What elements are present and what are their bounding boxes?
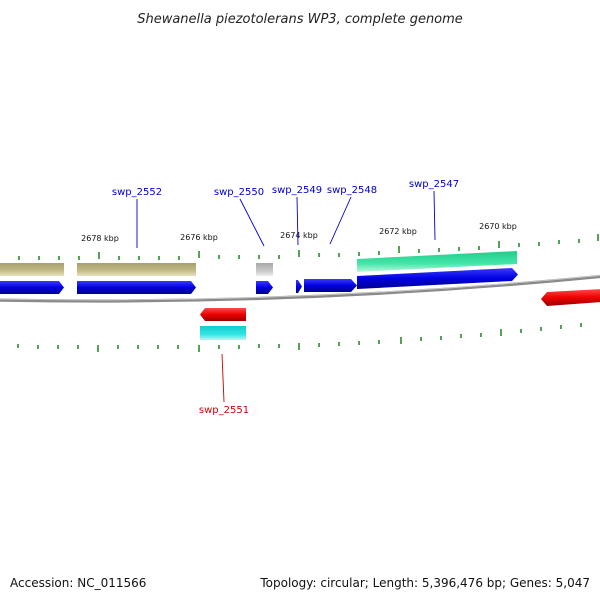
map-title: Shewanella piezotolerans WP3, complete g… — [137, 12, 463, 27]
gene-label-swp_2552[interactable]: swp_2552 — [112, 187, 162, 198]
leader-line-swp_2550 — [239, 198, 265, 247]
feature-cyan — [200, 326, 246, 340]
leader-line-swp_2549 — [296, 196, 299, 246]
scale-label: 2674 kbp — [280, 231, 318, 240]
scale-label: 2670 kbp — [479, 222, 517, 231]
cds-arrow-forward — [296, 280, 302, 293]
feature-green — [357, 251, 517, 272]
lower-tick-row — [17, 323, 582, 352]
genome-backbone — [0, 274, 600, 303]
reverse-cds-track — [200, 289, 600, 340]
upper-tick-row — [18, 234, 599, 260]
leader-line-swp_2548 — [329, 196, 352, 245]
gene-label-swp_2549[interactable]: swp_2549 — [272, 185, 322, 196]
genome-summary-text: Topology: circular; Length: 5,396,476 bp… — [260, 576, 590, 590]
cds-arrow-forward — [77, 281, 196, 294]
cds-arrow-forward — [0, 281, 64, 294]
scale-label: 2678 kbp — [81, 234, 119, 243]
cds-arrow-reverse — [200, 308, 246, 321]
gene-label-swp_2550[interactable]: swp_2550 — [214, 187, 264, 198]
leader-line-swp_2547 — [433, 190, 436, 241]
cds-arrow-forward — [256, 281, 273, 294]
gene-label-swp_2548[interactable]: swp_2548 — [327, 185, 377, 196]
leader-line-swp_2551 — [221, 353, 225, 403]
forward-feature-track — [0, 251, 517, 276]
cds-arrow-reverse — [541, 289, 600, 306]
gene-label-swp_2547[interactable]: swp_2547 — [409, 179, 459, 190]
scale-label: 2672 kbp — [379, 227, 417, 236]
feature-gray — [256, 263, 273, 276]
cds-arrow-forward — [304, 279, 357, 292]
accession-text: Accession: NC_011566 — [10, 576, 147, 590]
feature-olive — [77, 263, 196, 276]
cds-arrow-forward — [357, 268, 518, 289]
gene-label-swp_2551[interactable]: swp_2551 — [199, 405, 249, 416]
forward-cds-track — [0, 268, 518, 294]
feature-olive — [0, 263, 64, 276]
leader-lines — [136, 190, 436, 403]
scale-label: 2676 kbp — [180, 233, 218, 242]
